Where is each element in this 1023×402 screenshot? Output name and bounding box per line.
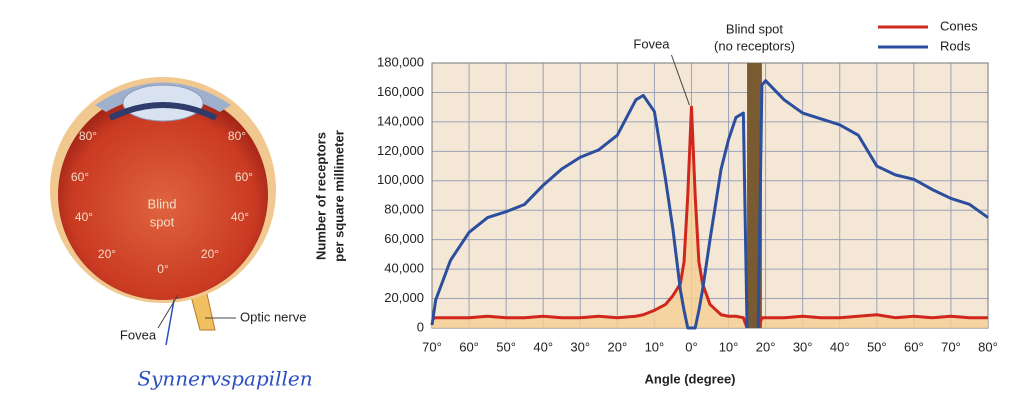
eye-angle-label: 40°	[75, 210, 93, 224]
legend-label: Rods	[940, 38, 971, 53]
y-tick-label: 60,000	[384, 231, 424, 246]
y-tick-label: 40,000	[384, 261, 424, 276]
annotation: Fovea	[633, 36, 670, 51]
y-tick-label: 20,000	[384, 290, 424, 305]
eye-angle-label: 60°	[71, 170, 89, 184]
eye-angle-label: 80°	[228, 129, 246, 143]
x-tick-label: 60°	[459, 339, 479, 354]
y-tick-label: 100,000	[377, 172, 424, 187]
x-tick-label: 60°	[904, 339, 924, 354]
eye-angle-label: 80°	[79, 129, 97, 143]
fovea-pointer	[157, 294, 179, 329]
handwriting: Synnervspapillen	[137, 367, 312, 391]
retina	[58, 90, 268, 300]
cornea	[95, 82, 231, 112]
line	[430, 79, 989, 330]
legend-label: Cones	[940, 18, 978, 33]
eye-angle-label: 20°	[98, 247, 116, 261]
annotation: (no receptors)	[714, 38, 795, 53]
eye-label: Optic nerve	[240, 309, 306, 324]
x-tick-label: 20°	[756, 339, 776, 354]
y-tick-label: 120,000	[377, 143, 424, 158]
x-tick-label: 80°	[978, 339, 998, 354]
eye-angle-label: 60°	[235, 170, 253, 184]
eye-angle-label: 40°	[231, 210, 249, 224]
x-tick-label: 40°	[533, 339, 553, 354]
handwritten-arrow	[165, 299, 175, 346]
eye-illustration	[50, 77, 276, 346]
x-tick-label: 40°	[830, 339, 850, 354]
annotation: Blind spot	[726, 21, 783, 36]
x-tick-label: 50°	[867, 339, 887, 354]
x-tick-label: 0°	[685, 339, 697, 354]
plot-background	[432, 63, 988, 328]
eye-label: Fovea	[120, 327, 157, 342]
eye-angle-label: 20°	[201, 247, 219, 261]
x-tick-label: 20°	[607, 339, 627, 354]
y-tick-label: 180,000	[377, 54, 424, 69]
annotation-pointer	[670, 54, 690, 106]
iris	[108, 102, 218, 121]
x-tick-label: 10°	[719, 339, 739, 354]
x-tick-label: 50°	[496, 339, 516, 354]
eye-label: Blind	[148, 196, 177, 211]
y-tick-label: 140,000	[377, 113, 424, 128]
eye-label: spot	[150, 214, 175, 229]
x-tick-label: 70°	[422, 339, 442, 354]
y-tick-label: 160,000	[377, 84, 424, 99]
x-tick-label: 30°	[793, 339, 813, 354]
x-axis-title: Angle (degree)	[644, 371, 735, 386]
x-tick-label: 10°	[645, 339, 665, 354]
y-tick-label: 80,000	[384, 202, 424, 217]
line	[431, 105, 988, 329]
eye-angle-label: 0°	[157, 262, 169, 276]
x-tick-label: 70°	[941, 339, 961, 354]
y-tick-label: 0	[417, 319, 424, 334]
y-axis-title: per square millimeter	[331, 130, 346, 262]
y-axis-title: Number of receptors	[313, 132, 328, 260]
x-tick-label: 30°	[570, 339, 590, 354]
